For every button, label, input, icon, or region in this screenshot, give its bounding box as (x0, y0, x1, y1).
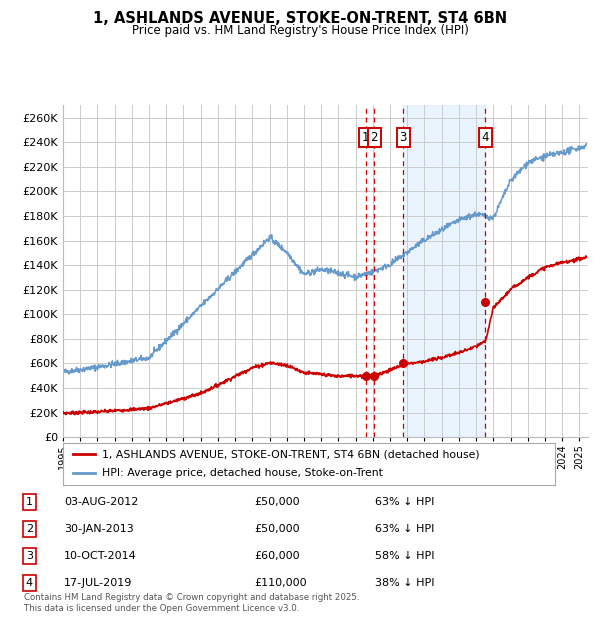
Text: 1: 1 (26, 497, 33, 507)
Text: £60,000: £60,000 (254, 551, 299, 560)
Text: 30-JAN-2013: 30-JAN-2013 (64, 524, 134, 534)
Text: Price paid vs. HM Land Registry's House Price Index (HPI): Price paid vs. HM Land Registry's House … (131, 24, 469, 37)
Text: 63% ↓ HPI: 63% ↓ HPI (375, 497, 434, 507)
Text: HPI: Average price, detached house, Stoke-on-Trent: HPI: Average price, detached house, Stok… (103, 469, 383, 479)
Text: £50,000: £50,000 (254, 524, 299, 534)
Text: 1: 1 (362, 131, 370, 144)
Text: £50,000: £50,000 (254, 497, 299, 507)
Text: £110,000: £110,000 (254, 578, 307, 588)
Text: 58% ↓ HPI: 58% ↓ HPI (375, 551, 434, 560)
Text: 63% ↓ HPI: 63% ↓ HPI (375, 524, 434, 534)
Text: 2: 2 (370, 131, 378, 144)
Text: 38% ↓ HPI: 38% ↓ HPI (375, 578, 434, 588)
Text: 4: 4 (482, 131, 489, 144)
Text: Contains HM Land Registry data © Crown copyright and database right 2025.
This d: Contains HM Land Registry data © Crown c… (24, 593, 359, 613)
Text: 03-AUG-2012: 03-AUG-2012 (64, 497, 138, 507)
Text: 2: 2 (26, 524, 33, 534)
Text: 4: 4 (26, 578, 33, 588)
Text: 1, ASHLANDS AVENUE, STOKE-ON-TRENT, ST4 6BN: 1, ASHLANDS AVENUE, STOKE-ON-TRENT, ST4 … (93, 11, 507, 26)
Text: 10-OCT-2014: 10-OCT-2014 (64, 551, 137, 560)
Text: 3: 3 (400, 131, 407, 144)
Bar (403, 105, 485, 437)
Text: 3: 3 (26, 551, 33, 560)
Text: 1, ASHLANDS AVENUE, STOKE-ON-TRENT, ST4 6BN (detached house): 1, ASHLANDS AVENUE, STOKE-ON-TRENT, ST4 … (103, 449, 480, 459)
Text: 17-JUL-2019: 17-JUL-2019 (64, 578, 132, 588)
